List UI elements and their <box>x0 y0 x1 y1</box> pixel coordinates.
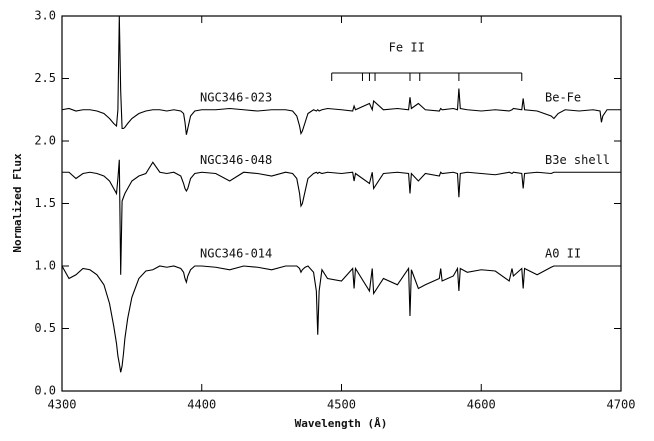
spectral-type-label: A0 II <box>545 247 581 261</box>
y-tick-label: 1.5 <box>34 196 56 210</box>
spectrum-line <box>61 265 621 373</box>
plot-frame <box>61 15 622 392</box>
x-tick-label: 4700 <box>607 398 636 412</box>
spectral-type-label: B3e shell <box>545 153 610 167</box>
series-label: NGC346-014 <box>200 247 272 261</box>
x-tick-label: 4600 <box>467 398 496 412</box>
x-axis-title: Wavelength (Å) <box>295 417 388 430</box>
x-tick-label: 4500 <box>327 398 356 412</box>
y-tick-label: 2.0 <box>34 134 56 148</box>
series-label: NGC346-023 <box>200 90 272 104</box>
spectral-type-label: Be-Fe <box>545 90 581 104</box>
spectrum-line <box>62 159 621 275</box>
series-label: NGC346-048 <box>200 153 272 167</box>
y-tick-label: 2.5 <box>34 71 56 85</box>
spectrum-line <box>61 15 621 136</box>
y-tick-label: 1.0 <box>34 259 56 273</box>
y-tick-label: 0.0 <box>34 384 56 398</box>
x-tick-label: 4300 <box>48 398 77 412</box>
y-axis-title: Normalized Flux <box>11 153 24 253</box>
annotation-label: Fe II <box>389 41 425 55</box>
y-tick-label: 0.5 <box>34 321 56 335</box>
x-tick-label: 4400 <box>187 398 216 412</box>
y-tick-label: 3.0 <box>34 9 56 23</box>
